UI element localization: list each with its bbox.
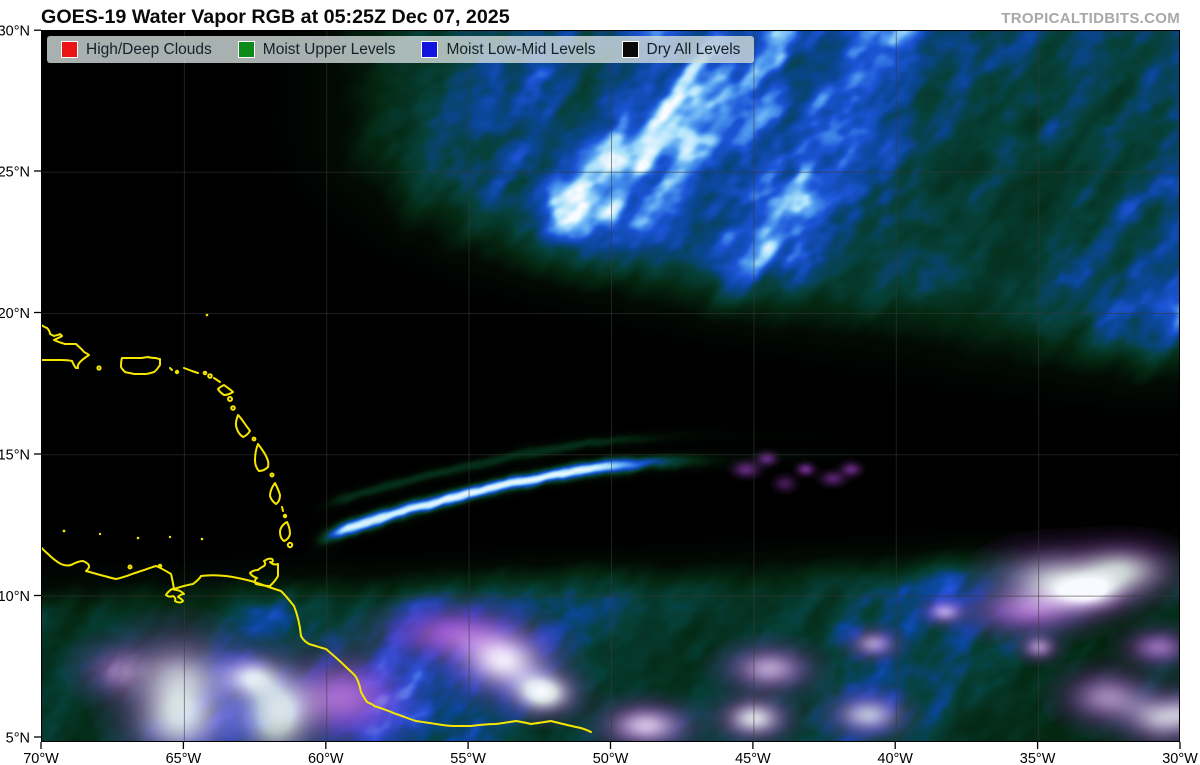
svg-text:45°W: 45°W	[735, 751, 771, 765]
svg-text:50°W: 50°W	[593, 751, 629, 765]
svg-text:30°N: 30°N	[0, 24, 30, 40]
svg-text:25°N: 25°N	[0, 164, 30, 180]
svg-text:5°N: 5°N	[6, 730, 30, 746]
svg-text:10°N: 10°N	[0, 589, 30, 605]
svg-text:70°W: 70°W	[23, 751, 59, 765]
svg-text:60°W: 60°W	[308, 751, 344, 765]
svg-text:55°W: 55°W	[450, 751, 486, 765]
svg-text:30°W: 30°W	[1162, 751, 1198, 765]
svg-text:20°N: 20°N	[0, 306, 30, 322]
svg-text:35°W: 35°W	[1020, 751, 1056, 765]
svg-text:40°W: 40°W	[877, 751, 913, 765]
svg-text:15°N: 15°N	[0, 447, 30, 463]
svg-text:65°W: 65°W	[166, 751, 202, 765]
